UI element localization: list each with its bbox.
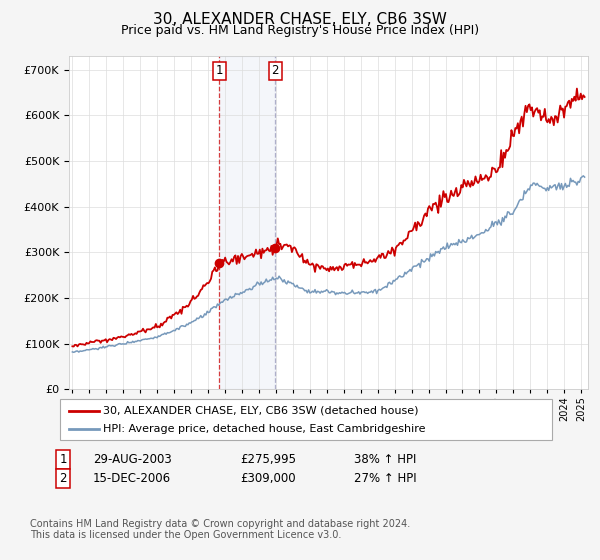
Text: 27% ↑ HPI: 27% ↑ HPI xyxy=(354,472,416,486)
Text: 2: 2 xyxy=(271,64,279,77)
Text: Contains HM Land Registry data © Crown copyright and database right 2024.: Contains HM Land Registry data © Crown c… xyxy=(30,519,410,529)
Text: £275,995: £275,995 xyxy=(240,452,296,466)
Text: Price paid vs. HM Land Registry's House Price Index (HPI): Price paid vs. HM Land Registry's House … xyxy=(121,24,479,36)
Bar xyxy=(219,56,275,389)
Text: 29-AUG-2003: 29-AUG-2003 xyxy=(93,452,172,466)
Text: 38% ↑ HPI: 38% ↑ HPI xyxy=(354,452,416,466)
Text: 30, ALEXANDER CHASE, ELY, CB6 3SW (detached house): 30, ALEXANDER CHASE, ELY, CB6 3SW (detac… xyxy=(103,405,419,416)
Text: 1: 1 xyxy=(215,64,223,77)
Text: 1: 1 xyxy=(59,452,67,466)
Text: HPI: Average price, detached house, East Cambridgeshire: HPI: Average price, detached house, East… xyxy=(103,424,426,434)
Text: £309,000: £309,000 xyxy=(240,472,296,486)
Text: 30, ALEXANDER CHASE, ELY, CB6 3SW: 30, ALEXANDER CHASE, ELY, CB6 3SW xyxy=(153,12,447,27)
Text: 15-DEC-2006: 15-DEC-2006 xyxy=(93,472,171,486)
Text: This data is licensed under the Open Government Licence v3.0.: This data is licensed under the Open Gov… xyxy=(30,530,341,540)
Text: 2: 2 xyxy=(59,472,67,486)
